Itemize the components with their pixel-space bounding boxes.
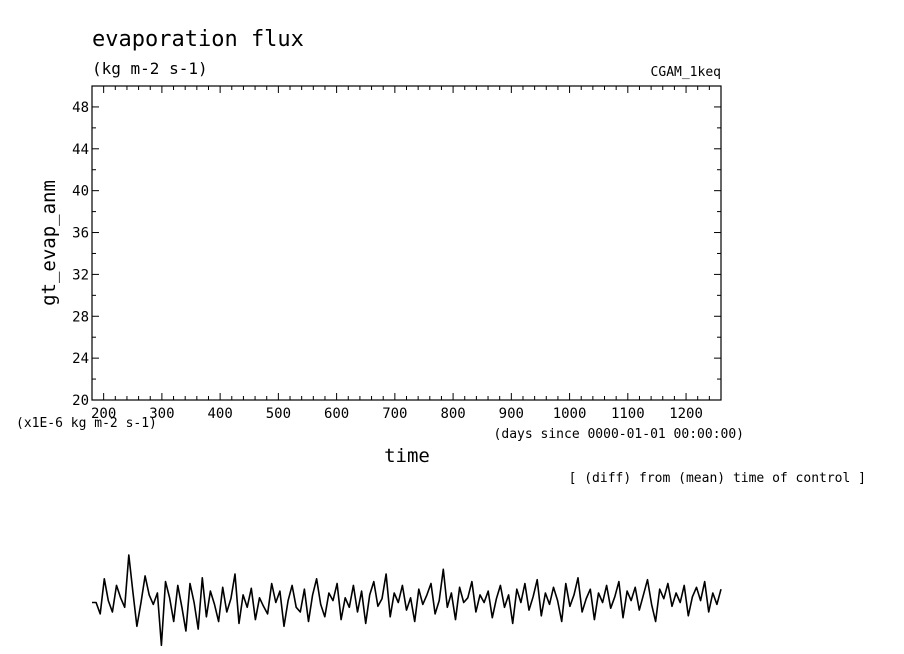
plot-frame bbox=[91, 85, 722, 401]
y-tick-label: 20 bbox=[72, 393, 89, 409]
dataset-label: CGAM_1keq bbox=[651, 65, 721, 80]
y-tick-label: 28 bbox=[72, 309, 89, 325]
y-scale-note: (x1E-6 kg m-2 s-1) bbox=[16, 416, 157, 431]
chart-title: evaporation flux bbox=[92, 27, 304, 52]
y-tick-label: 40 bbox=[72, 184, 89, 200]
x-tick-label: 300 bbox=[149, 406, 174, 422]
y-axis-label: gt_evap_anm bbox=[38, 180, 60, 306]
y-tick-label: 48 bbox=[72, 100, 89, 116]
comparison-note: [ (diff) from (mean) time of control ] bbox=[569, 471, 866, 486]
y-tick-label: 24 bbox=[72, 351, 89, 367]
y-axis: 20 24 28 32 36 40 44 48 bbox=[72, 85, 721, 409]
chart-units: (kg m-2 s-1) bbox=[92, 59, 208, 78]
y-tick-label: 32 bbox=[72, 267, 89, 283]
x-tick-label: 500 bbox=[266, 406, 291, 422]
x-units-note: (days since 0000-01-01 00:00:00) bbox=[494, 427, 744, 442]
x-tick-label: 600 bbox=[324, 406, 349, 422]
x-axis-label: time bbox=[384, 445, 430, 467]
x-tick-label: 700 bbox=[382, 406, 407, 422]
series-line bbox=[92, 554, 722, 647]
x-tick-label: 1100 bbox=[611, 406, 645, 422]
x-tick-label: 400 bbox=[207, 406, 232, 422]
y-tick-label: 44 bbox=[72, 142, 89, 158]
x-tick-label: 900 bbox=[499, 406, 524, 422]
x-tick-label: 200 bbox=[91, 406, 116, 422]
x-tick-label: 1200 bbox=[669, 406, 703, 422]
x-axis: 200 300 400 500 600 700 800 900 1000 1100 1200 bbox=[91, 86, 722, 422]
y-tick-label: 36 bbox=[72, 226, 89, 242]
x-tick-label: 1000 bbox=[553, 406, 587, 422]
x-tick-label: 800 bbox=[440, 406, 465, 422]
